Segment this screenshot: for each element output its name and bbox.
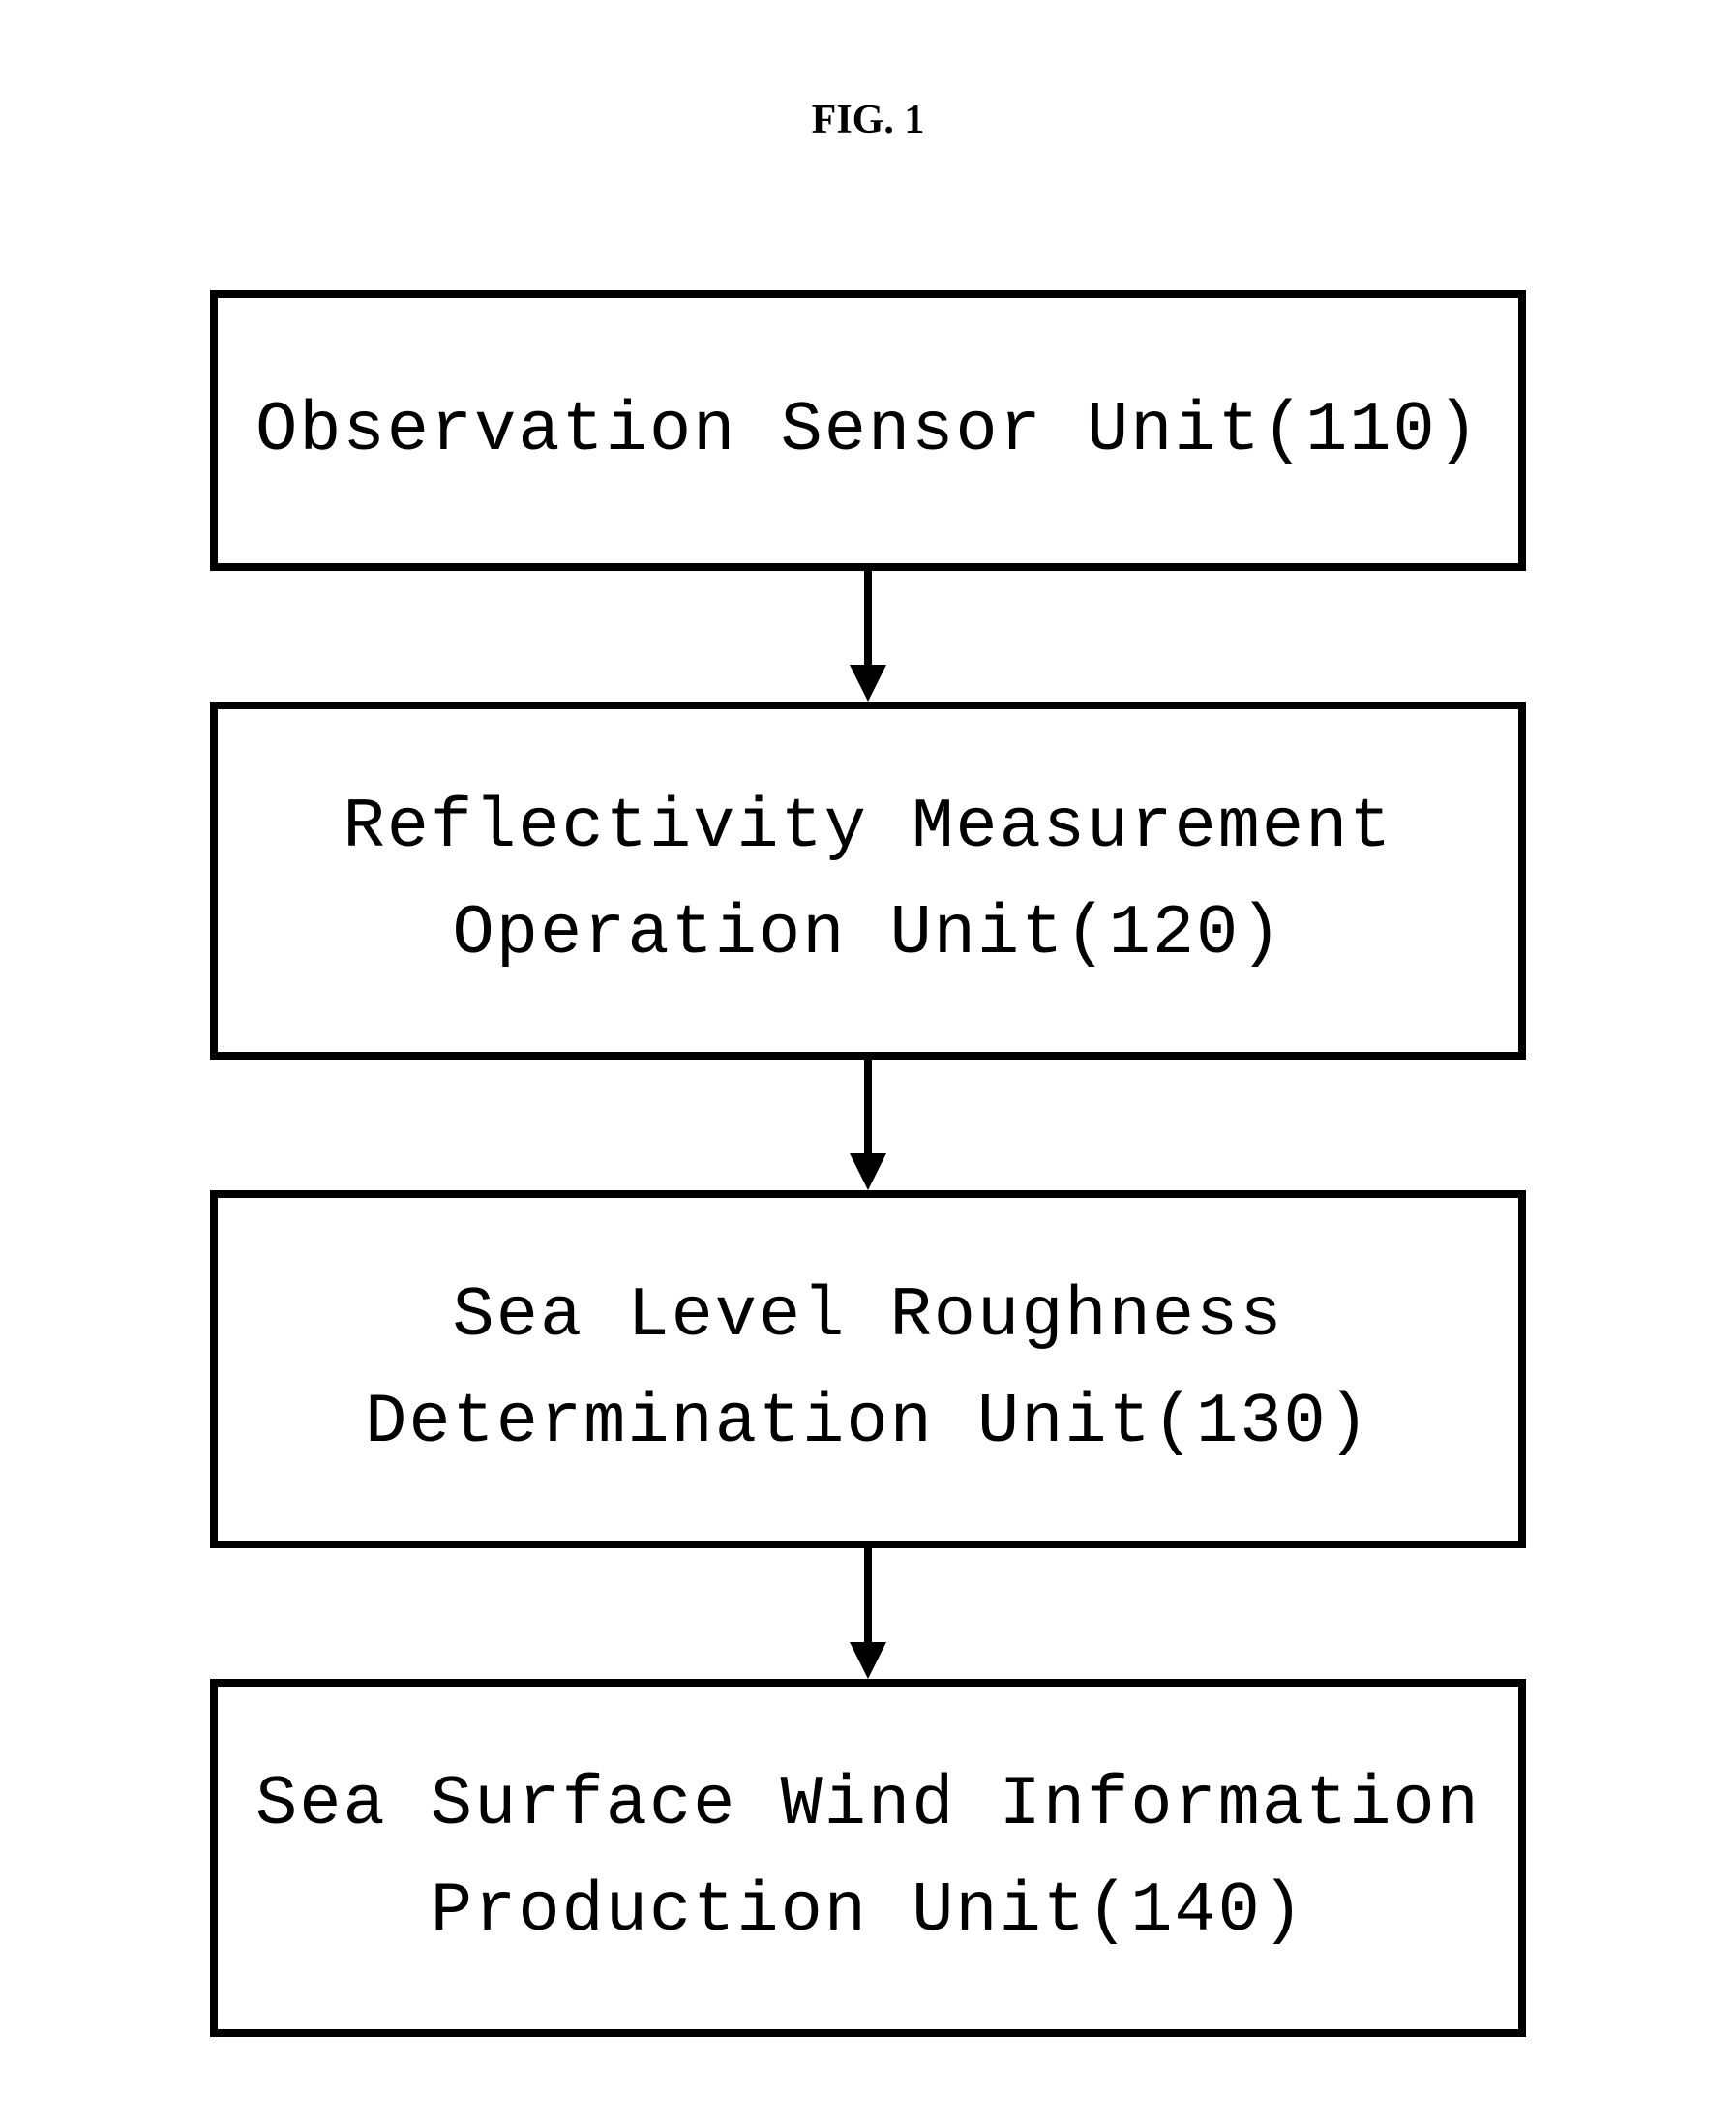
box-text-line: Sea Surface Wind Information bbox=[255, 1751, 1481, 1858]
flowchart-arrow bbox=[850, 1548, 886, 1679]
flowchart-box-box-130: Sea Level RoughnessDetermination Unit(13… bbox=[210, 1190, 1526, 1548]
arrow-head-icon bbox=[850, 1642, 886, 1679]
arrow-head-icon bbox=[850, 665, 886, 702]
box-text-line: Observation Sensor Unit(110) bbox=[255, 377, 1481, 484]
flowchart-container: Observation Sensor Unit(110) Reflectivity… bbox=[210, 290, 1526, 2037]
box-text-line: Production Unit(140) bbox=[431, 1858, 1305, 1964]
box-text-line: Sea Level Roughness bbox=[453, 1263, 1284, 1369]
box-text-line: Reflectivity Measurement bbox=[344, 774, 1393, 881]
flowchart-box-box-110: Observation Sensor Unit(110) bbox=[210, 290, 1526, 571]
flowchart-box-box-120: Reflectivity MeasurementOperation Unit(1… bbox=[210, 702, 1526, 1060]
figure-title: FIG. 1 bbox=[812, 97, 925, 143]
flowchart-arrow bbox=[850, 571, 886, 702]
box-text-line: Operation Unit(120) bbox=[453, 881, 1284, 987]
arrow-shaft bbox=[864, 1060, 872, 1153]
arrow-head-icon bbox=[850, 1153, 886, 1190]
flowchart-box-box-140: Sea Surface Wind InformationProduction U… bbox=[210, 1679, 1526, 2037]
box-text-line: Determination Unit(130) bbox=[365, 1369, 1371, 1476]
flowchart-arrow bbox=[850, 1060, 886, 1190]
arrow-shaft bbox=[864, 1548, 872, 1642]
arrow-shaft bbox=[864, 571, 872, 665]
